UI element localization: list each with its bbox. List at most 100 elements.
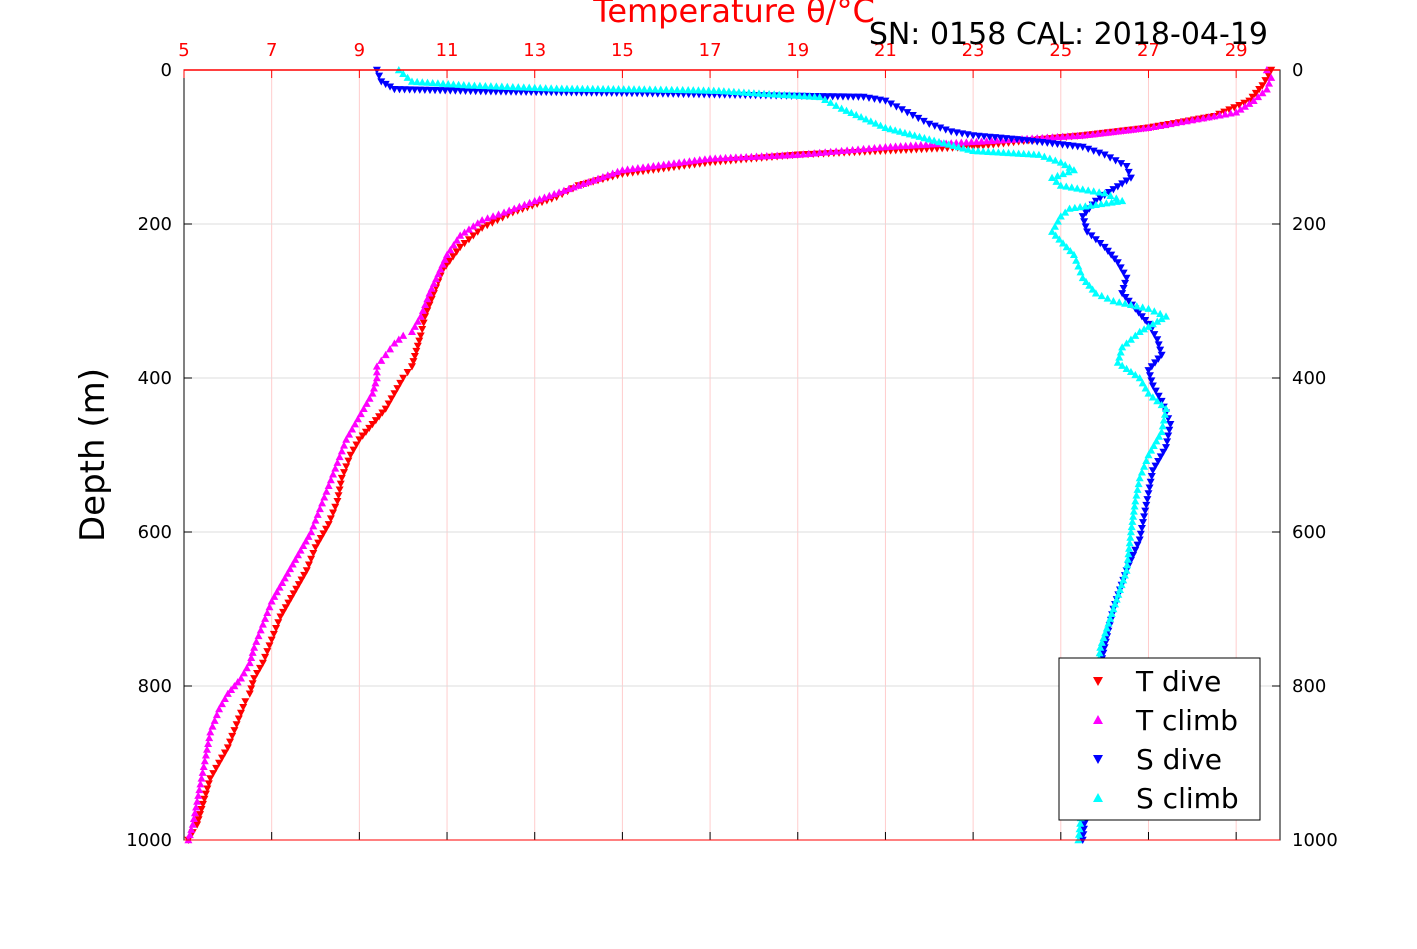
data-marker (1240, 102, 1249, 110)
data-marker (1193, 115, 1202, 123)
data-marker (886, 125, 895, 133)
data-marker (1053, 217, 1062, 225)
data-point (188, 820, 197, 828)
data-marker (410, 322, 419, 330)
data-marker (908, 112, 917, 120)
data-point (793, 150, 802, 158)
data-marker (217, 699, 226, 708)
data-marker (349, 446, 358, 454)
data-point (390, 390, 399, 398)
data-marker (916, 140, 925, 149)
data-marker (886, 142, 895, 150)
data-marker (1051, 231, 1060, 239)
data-marker (415, 86, 424, 94)
data-marker (322, 487, 331, 495)
data-marker (1076, 268, 1085, 276)
data-marker (939, 139, 948, 147)
data-marker (428, 78, 437, 87)
data-marker (464, 236, 473, 244)
data-marker (1118, 361, 1127, 369)
data-marker (1235, 102, 1244, 110)
data-marker (331, 503, 340, 511)
data-point (1113, 358, 1122, 366)
data-marker (203, 745, 212, 753)
data-marker (742, 152, 751, 161)
data-marker (1145, 372, 1154, 380)
data-marker (1210, 112, 1219, 120)
data-marker (304, 532, 313, 540)
data-marker (230, 682, 239, 690)
data-marker (870, 143, 879, 152)
legend-marker (1093, 677, 1103, 686)
x-tick-label: 7 (266, 40, 277, 61)
data-marker (644, 162, 653, 170)
data-marker (608, 169, 617, 177)
data-marker (635, 85, 644, 93)
data-marker (319, 530, 328, 538)
data-marker (1145, 484, 1154, 492)
data-marker (984, 147, 993, 155)
data-marker (212, 710, 221, 719)
data-marker (394, 335, 403, 343)
data-marker (530, 83, 539, 91)
data-marker (1045, 154, 1054, 162)
data-marker (1014, 149, 1023, 157)
data-marker (773, 151, 782, 159)
data-marker (1153, 317, 1162, 325)
data-marker (199, 762, 208, 771)
data-marker (821, 148, 830, 156)
data-marker (1151, 462, 1160, 470)
data-marker (1130, 502, 1139, 510)
data-marker (654, 161, 663, 169)
data-marker (1024, 150, 1033, 158)
data-marker (996, 134, 1005, 142)
data-marker (190, 809, 199, 817)
data-marker (744, 88, 753, 96)
data-point (1162, 404, 1171, 412)
data-marker (938, 145, 947, 153)
data-marker (1120, 571, 1129, 579)
data-marker (226, 738, 235, 746)
data-marker (316, 534, 325, 543)
data-marker (1081, 202, 1090, 210)
data-point (407, 77, 416, 85)
y-tick-label-right: 1000 (1292, 830, 1338, 851)
data-marker (1142, 501, 1151, 510)
data-marker (1088, 130, 1097, 138)
data-marker (446, 87, 455, 95)
data-marker (1050, 222, 1059, 230)
data-marker (584, 178, 593, 186)
data-point (1118, 196, 1127, 205)
data-marker (1156, 346, 1165, 354)
data-marker (1118, 180, 1127, 188)
data-marker (501, 88, 510, 96)
legend-marker (1093, 793, 1103, 802)
data-marker (1129, 125, 1138, 133)
data-marker (1110, 255, 1119, 263)
data-marker (1085, 281, 1094, 289)
data-marker (1048, 133, 1057, 141)
data-marker (265, 603, 274, 611)
data-marker (335, 486, 344, 494)
data-point (1262, 85, 1271, 93)
data-marker (1106, 614, 1115, 622)
data-marker (505, 206, 514, 214)
data-point (1144, 490, 1153, 498)
data-marker (719, 87, 728, 95)
data-marker (1063, 132, 1072, 140)
data-marker (828, 93, 837, 101)
data-marker (192, 803, 201, 811)
data-marker (1067, 183, 1076, 191)
data-marker (1062, 243, 1071, 251)
data-marker (810, 92, 819, 100)
data-marker (1124, 168, 1133, 177)
data-marker (378, 409, 387, 417)
data-point (1258, 82, 1267, 90)
data-marker (1073, 184, 1082, 192)
data-marker (466, 87, 475, 96)
data-marker (1140, 462, 1149, 470)
data-marker (633, 164, 642, 172)
data-marker (997, 136, 1006, 144)
data-marker (1160, 410, 1169, 418)
data-marker (405, 86, 414, 94)
